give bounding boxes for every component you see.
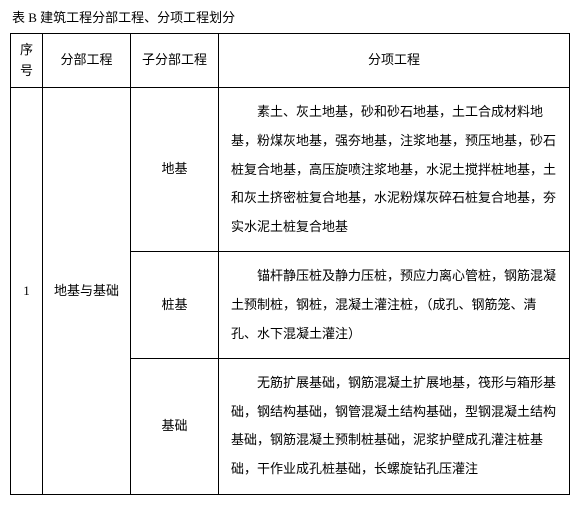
- table-row: 1 地基与基础 地基 素土、灰土地基，砂和砂石地基，土工合成材料地基，粉煤灰地基…: [11, 88, 570, 252]
- cell-item-detail: 无筋扩展基础，钢筋混凝土扩展地基，筏形与箱形基础，钢结构基础，钢管混凝土结构基础…: [219, 359, 570, 494]
- col-header-division: 分部工程: [43, 33, 131, 88]
- cell-division: 地基与基础: [43, 88, 131, 494]
- col-header-item: 分项工程: [219, 33, 570, 88]
- cell-subdivision: 桩基: [131, 252, 219, 359]
- cell-subdivision: 基础: [131, 359, 219, 494]
- table-caption: 表 B 建筑工程分部工程、分项工程划分: [0, 0, 574, 33]
- cell-seq: 1: [11, 88, 43, 494]
- cell-subdivision: 地基: [131, 88, 219, 252]
- col-header-subdivision: 子分部工程: [131, 33, 219, 88]
- table-header-row: 序号 分部工程 子分部工程 分项工程: [11, 33, 570, 88]
- cell-item-detail: 锚杆静压桩及静力压桩，预应力离心管桩，钢筋混凝土预制桩，钢桩，混凝土灌注桩，（成…: [219, 252, 570, 359]
- col-header-seq: 序号: [11, 33, 43, 88]
- division-table: 序号 分部工程 子分部工程 分项工程 1 地基与基础 地基 素土、灰土地基，砂和…: [10, 33, 570, 495]
- cell-item-detail: 素土、灰土地基，砂和砂石地基，土工合成材料地基，粉煤灰地基，强夯地基，注浆地基，…: [219, 88, 570, 252]
